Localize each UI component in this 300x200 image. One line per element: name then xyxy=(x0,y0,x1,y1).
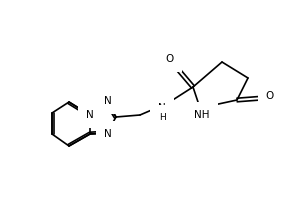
Text: O: O xyxy=(266,91,274,101)
Text: NH: NH xyxy=(194,110,210,120)
Text: O: O xyxy=(166,54,174,64)
Text: H: H xyxy=(159,112,165,121)
Text: N: N xyxy=(86,110,94,120)
Text: N: N xyxy=(104,96,112,106)
Text: N: N xyxy=(158,103,166,113)
Text: N: N xyxy=(104,129,112,139)
